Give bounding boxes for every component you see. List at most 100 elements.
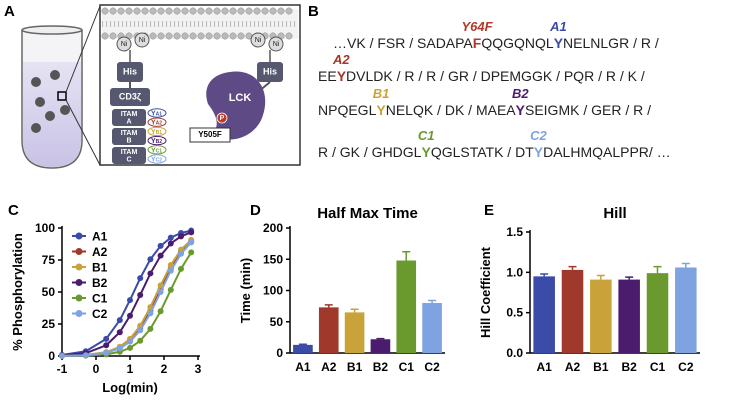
legend-marker — [75, 310, 83, 317]
x-tick-label: C2 — [678, 360, 694, 374]
tyrosine-label: YB1 — [151, 129, 162, 136]
error-bar — [402, 251, 411, 261]
data-point — [137, 337, 144, 344]
data-point — [137, 327, 144, 334]
residue-text: R / GK / GHDGL — [318, 144, 422, 160]
error-bar — [540, 273, 549, 277]
x-tick-label: A1 — [536, 360, 552, 374]
y-axis-label: % Phosphorylation — [10, 233, 25, 351]
lipid-head — [245, 7, 253, 15]
lipid-head — [101, 32, 109, 40]
y-tick-label: 200 — [263, 221, 283, 235]
lipid-head — [253, 7, 261, 15]
x-tick-label: B2 — [373, 360, 389, 374]
tyrosine — [147, 154, 167, 164]
x-tick-label: 3 — [195, 362, 202, 376]
lipid-head — [181, 7, 189, 15]
panel-label: D — [250, 202, 261, 219]
error-bar — [298, 343, 307, 345]
data-point — [167, 286, 174, 293]
data-point — [147, 310, 154, 317]
x-tick-label: B1 — [593, 360, 609, 374]
residue-label: B1 — [373, 86, 390, 101]
lipid-head — [197, 32, 205, 40]
lipid-head — [157, 7, 165, 15]
ni-label: Ni — [121, 41, 128, 48]
data-point — [127, 338, 133, 345]
legend-label: A2 — [92, 245, 108, 259]
residue-highlight: Y — [516, 102, 526, 118]
sequence-line: R / GK / GHDGLYQGLSTATK / DTYDALHMQALPPR… — [318, 144, 671, 160]
tyrosine-label: YC1 — [151, 147, 162, 154]
lipid-head — [133, 7, 141, 15]
tyrosine — [147, 145, 167, 155]
lipid-head — [261, 7, 269, 15]
data-point — [157, 289, 164, 295]
sequence-line: EEYDVLDK / R / R / GR / DPEMGGK / PQR / … — [318, 68, 645, 84]
itam-letter: A — [126, 118, 131, 125]
legend-label: C1 — [92, 292, 108, 306]
sequence-line: …VK / FSR / SADAPAFQQGQNQLYNELNLGR / R / — [333, 35, 659, 51]
residue-highlight: Y — [337, 68, 347, 84]
error-bar — [350, 308, 359, 313]
error-bar — [625, 276, 634, 280]
bar — [293, 344, 313, 353]
data-point — [178, 233, 184, 240]
error-bar — [568, 265, 577, 270]
residue-text: DALHMQALPPR/ … — [543, 144, 671, 160]
tyrosine-letter: Y — [151, 129, 156, 136]
lipid-head — [205, 32, 213, 40]
residue-text: NELNLGR / R / — [563, 35, 659, 51]
residue-label: B2 — [512, 86, 529, 101]
lipid-head — [229, 7, 237, 15]
y-tick-label: 150 — [263, 252, 283, 266]
lipid-head — [101, 7, 109, 15]
lipid-head — [125, 7, 133, 15]
tyrosine-sub: B1 — [156, 130, 163, 136]
bar — [618, 279, 640, 353]
y-tick-label: 100 — [35, 221, 55, 235]
legend-marker — [75, 294, 83, 302]
cd3-label: CD3ζ — [119, 91, 141, 101]
y-tick-label: 75 — [42, 253, 56, 267]
his-label: His — [263, 66, 277, 76]
legend-marker — [75, 232, 83, 240]
tyrosine — [147, 117, 167, 127]
lipid-head — [205, 7, 213, 15]
beads — [31, 70, 70, 133]
data-point — [157, 242, 164, 249]
itam — [112, 128, 146, 145]
data-point — [157, 308, 164, 315]
residue-text: NELQK / DK / MAEA — [386, 102, 517, 118]
error-bar — [428, 299, 437, 303]
y-tick-label: 0.0 — [506, 346, 523, 360]
tyrosine-sub: C1 — [156, 148, 163, 154]
x-tick-label: 2 — [161, 362, 168, 376]
residue-highlight: F — [473, 35, 482, 51]
y-tick-label: 50 — [270, 315, 284, 329]
chart-title: Half Max Time — [317, 205, 418, 222]
y-tick-label: 1.5 — [506, 225, 523, 239]
data-point — [82, 352, 89, 359]
data-point — [116, 329, 123, 336]
y-tick-label: 1.0 — [506, 265, 523, 279]
residue-text: EE — [318, 68, 337, 84]
itam-label: ITAM — [121, 149, 138, 156]
data-point — [157, 252, 164, 259]
bar — [318, 307, 339, 353]
data-point — [147, 325, 154, 332]
data-point — [137, 275, 144, 282]
mutant-label: Y505F — [198, 130, 222, 139]
x-tick-label: 0 — [93, 362, 100, 376]
kinase-label: LCK — [229, 92, 252, 104]
legend-marker — [75, 279, 83, 286]
x-tick-label: B1 — [347, 360, 363, 374]
phospho-label: P — [220, 115, 225, 122]
x-tick-label: C1 — [399, 360, 415, 374]
chart-title: Hill — [603, 205, 626, 222]
data-point — [137, 291, 144, 298]
bar — [396, 260, 417, 353]
data-point — [116, 317, 123, 324]
